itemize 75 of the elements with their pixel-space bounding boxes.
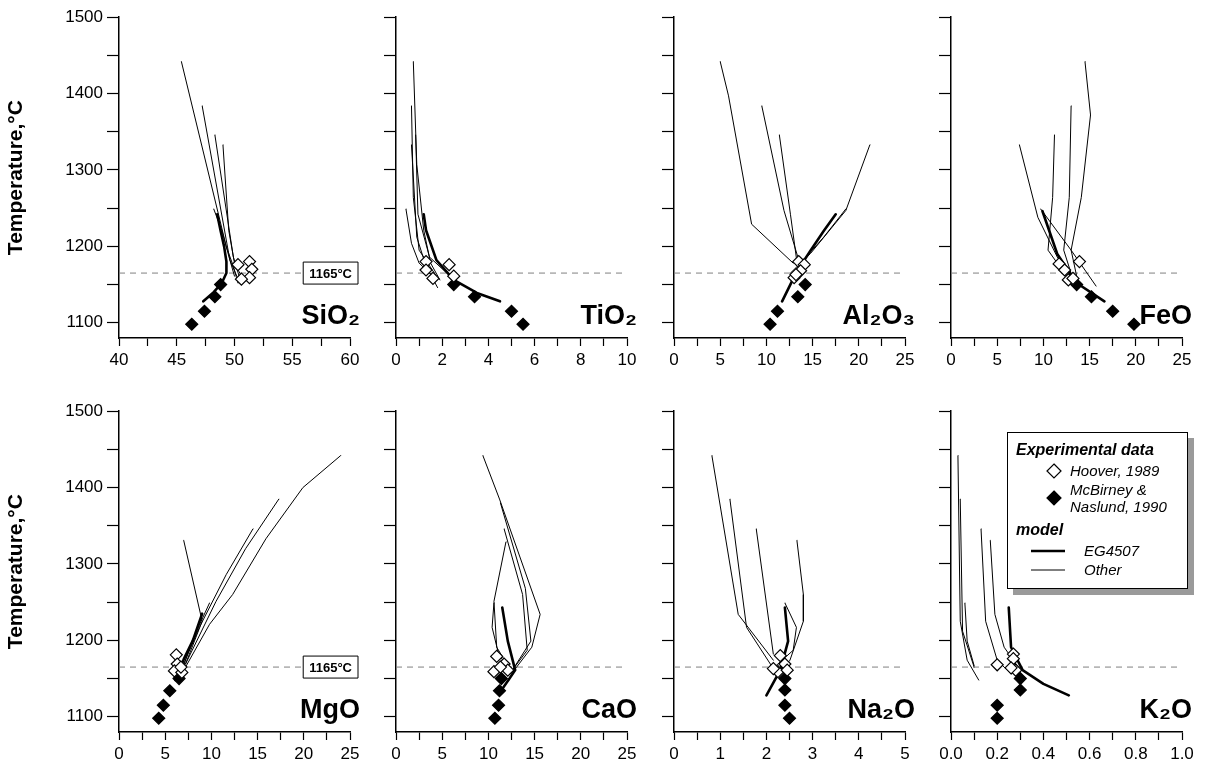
x-tick-label: 0 bbox=[391, 743, 401, 763]
text: TiO₂ bbox=[580, 300, 637, 330]
x-tick-label: 0 bbox=[391, 349, 401, 369]
x-tick-label: 3 bbox=[807, 743, 818, 763]
x-tick-label: 55 bbox=[282, 349, 302, 369]
x-tick-label: 0.4 bbox=[1031, 743, 1056, 763]
y-tick-label: 1400 bbox=[65, 477, 103, 497]
y-tick-label: 1500 bbox=[65, 400, 103, 420]
x-tick-label: 45 bbox=[167, 349, 187, 369]
legend-label: Other bbox=[1084, 561, 1122, 578]
text: MgO bbox=[300, 694, 360, 724]
x-tick-label: 40 bbox=[109, 349, 129, 369]
x-tick-label: 5 bbox=[900, 743, 910, 763]
y-tick-label: 1200 bbox=[65, 236, 103, 256]
x-tick-label: 15 bbox=[1080, 349, 1100, 369]
x-tick-label: 5 bbox=[992, 349, 1002, 369]
y-tick-label: 1300 bbox=[65, 159, 103, 179]
y-tick-label: 1200 bbox=[65, 630, 103, 650]
x-tick-label: 0.8 bbox=[1123, 743, 1148, 763]
legend-label: EG4507 bbox=[1084, 542, 1140, 559]
x-tick-label: 0.0 bbox=[939, 743, 963, 763]
legend-label: McBirney & Naslund, 1990 bbox=[1070, 481, 1168, 515]
x-tick-label: 15 bbox=[803, 349, 823, 369]
x-tick-label: 20 bbox=[571, 743, 591, 763]
legend-title: Experimental data bbox=[1016, 441, 1155, 459]
x-tick-label: 25 bbox=[895, 349, 915, 369]
y-axis-title: Temperature,°C bbox=[3, 494, 27, 650]
x-tick-label: 0 bbox=[669, 349, 679, 369]
x-tick-label: 0 bbox=[946, 349, 956, 369]
x-tick-label: 10 bbox=[201, 743, 221, 763]
x-tick-label: 10 bbox=[617, 349, 637, 369]
x-tick-label: 2 bbox=[437, 349, 447, 369]
y-axis-title: Temperature,°C bbox=[3, 100, 27, 256]
x-tick-label: 25 bbox=[1172, 349, 1192, 369]
x-tick-label: 20 bbox=[1126, 349, 1146, 369]
x-tick-label: 1 bbox=[715, 743, 725, 763]
legend-label: Hoover, 1989 bbox=[1070, 462, 1161, 479]
annotation: model bbox=[1016, 521, 1065, 539]
x-tick-label: 8 bbox=[576, 349, 586, 369]
text: K₂O bbox=[1139, 694, 1192, 724]
x-tick-label: 20 bbox=[294, 743, 314, 763]
x-tick-label: 5 bbox=[715, 349, 725, 369]
x-tick-label: 10 bbox=[756, 349, 776, 369]
y-tick-label: 1400 bbox=[65, 83, 103, 103]
x-tick-label: 60 bbox=[340, 349, 360, 369]
x-tick-label: 2 bbox=[761, 743, 772, 763]
x-tick-label: 25 bbox=[617, 743, 637, 763]
x-tick-label: 4 bbox=[854, 743, 864, 763]
y-tick-label: 1500 bbox=[65, 6, 103, 26]
text: Al₂O₃ bbox=[842, 300, 915, 330]
y-tick-label: 1100 bbox=[66, 312, 103, 332]
ref-line-label: 1165°C bbox=[309, 659, 353, 675]
y-tick-label: 1300 bbox=[65, 553, 103, 573]
text: SiO₂ bbox=[301, 300, 360, 330]
y-tick-label: 1100 bbox=[66, 706, 103, 726]
x-tick-label: 10 bbox=[1033, 349, 1053, 369]
x-tick-label: 4 bbox=[483, 349, 494, 369]
x-tick-label: 6 bbox=[529, 349, 540, 369]
text: FeO bbox=[1139, 300, 1192, 330]
text: CaO bbox=[581, 694, 637, 724]
x-tick-label: 5 bbox=[437, 743, 447, 763]
text: Na₂O bbox=[847, 694, 915, 724]
x-tick-label: 0.2 bbox=[985, 743, 1010, 763]
x-tick-label: 0 bbox=[669, 743, 679, 763]
x-tick-label: 10 bbox=[478, 743, 498, 763]
ref-line-label: 1165°C bbox=[309, 265, 353, 281]
x-tick-label: 50 bbox=[225, 349, 244, 369]
x-tick-label: 20 bbox=[849, 349, 869, 369]
x-tick-label: 5 bbox=[160, 743, 170, 763]
x-tick-label: 15 bbox=[248, 743, 268, 763]
x-tick-label: 0.6 bbox=[1077, 743, 1102, 763]
x-tick-label: 0 bbox=[114, 743, 124, 763]
x-tick-label: 25 bbox=[340, 743, 360, 763]
x-tick-label: 15 bbox=[525, 743, 545, 763]
x-tick-label: 1.0 bbox=[1170, 743, 1194, 763]
